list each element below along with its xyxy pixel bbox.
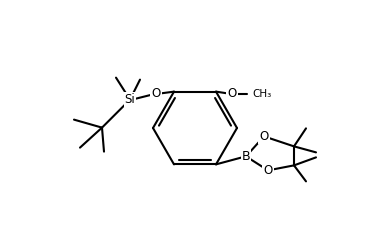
Text: CH₃: CH₃ <box>252 89 271 99</box>
Text: O: O <box>263 164 273 177</box>
Text: O: O <box>227 87 236 100</box>
Text: B: B <box>242 150 250 163</box>
Text: Si: Si <box>125 93 135 106</box>
Text: O: O <box>259 130 269 143</box>
Text: O: O <box>151 87 160 100</box>
